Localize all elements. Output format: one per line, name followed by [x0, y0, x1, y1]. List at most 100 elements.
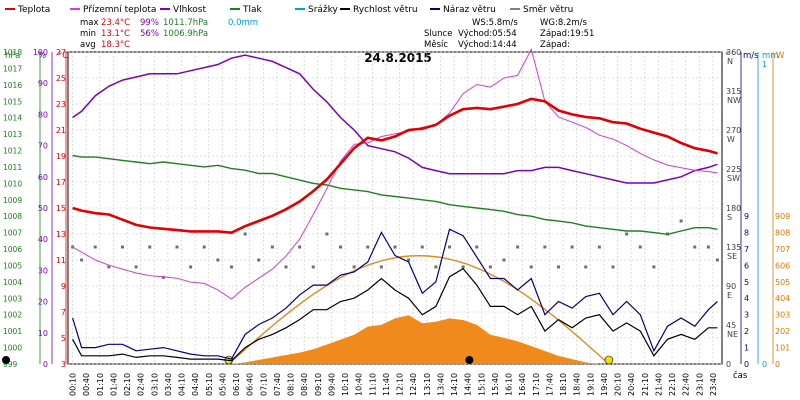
legend-label: Vlhkost [173, 5, 206, 15]
wind-direction-point [693, 245, 697, 249]
hpa-tick-label: 1004 [3, 278, 22, 287]
compass-label: S [727, 213, 732, 222]
stats-min-label: min [80, 29, 96, 39]
sun-elevation-curve [228, 254, 610, 365]
legend-label: Teplota [17, 5, 50, 15]
deg-tick-label: 135 [726, 243, 741, 252]
wind-direction-point [107, 265, 111, 269]
hpa-tick-label: 1011 [3, 163, 22, 172]
hpa-tick-label: 1001 [3, 327, 22, 336]
stats-min-temp: 13.1°C [101, 29, 130, 39]
wind-direction-point [529, 265, 533, 269]
time-tick-label: 20:10 [614, 373, 623, 396]
pct-tick-label: 10 [38, 329, 48, 338]
wind-direction-point [475, 245, 479, 249]
hpa-tick-label: 1000 [3, 344, 22, 353]
series-line-ground-temp [72, 48, 718, 300]
wind-direction-point [434, 265, 438, 269]
deg-tick-label: 45 [726, 321, 736, 330]
time-tick-label: 07:40 [273, 373, 282, 396]
hpa-tick-label: 999 [3, 360, 18, 369]
stats-min-press: 1006.9hPa [163, 29, 208, 39]
w-tick-label: 0 [775, 360, 780, 369]
wind-direction-point [284, 265, 288, 269]
legend: Teplota Přízemní teplota Vlhkost Tlak Srážky… [5, 5, 573, 15]
ms-tick-label: 6 [744, 261, 749, 270]
time-tick-label: 18:10 [559, 373, 568, 396]
time-tick-label: 07:10 [259, 373, 268, 396]
moonrise-marker [465, 356, 474, 364]
stats-max-rain: 0.0mm [228, 18, 258, 28]
legend-label: Náraz větru [443, 5, 496, 15]
series-line-wind-gust [72, 228, 718, 360]
wind-direction-point [270, 245, 274, 249]
compass-label: SW [727, 174, 740, 183]
wind-direction-point [679, 219, 683, 223]
stats-wg: WG:8.2m/s [540, 18, 588, 28]
hpa-tick-label: 1002 [3, 311, 22, 320]
time-tick-label: 17:10 [532, 373, 541, 396]
compass-label: NE [727, 330, 738, 339]
c-tick-label: 13 [56, 230, 66, 239]
stats-max-hum: 99% [140, 18, 159, 28]
pct-tick-label: 0 [43, 360, 48, 369]
pct-axis-title: % [38, 51, 46, 61]
pct-tick-label: 70 [38, 142, 48, 151]
wind-direction-point [420, 245, 424, 249]
pct-tick-label: 80 [38, 110, 48, 119]
deg-tick-label: 360 [726, 48, 741, 57]
wind-direction-point [325, 232, 329, 236]
hpa-tick-label: 1009 [3, 196, 22, 205]
time-tick-label: 08:40 [300, 373, 309, 396]
w-tick-label: 909 [775, 212, 790, 221]
wind-direction-point [706, 245, 710, 249]
time-tick-label: 19:10 [586, 373, 595, 396]
time-tick-label: 12:40 [409, 373, 418, 396]
hpa-tick-label: 1015 [3, 97, 22, 106]
wind-direction-point [216, 258, 220, 262]
wind-direction-point [488, 265, 492, 269]
ms-tick-label: 7 [744, 245, 749, 254]
time-tick-label: 10:10 [341, 373, 350, 396]
wind-direction-point [393, 245, 397, 249]
pct-tick-label: 50 [38, 204, 48, 213]
stats-moonrise: Východ:14:44 [458, 40, 517, 50]
time-tick-label: 01:10 [96, 373, 105, 396]
time-tick-label: 19:40 [600, 373, 609, 396]
time-tick-label: 15:40 [491, 373, 500, 396]
hpa-tick-label: 1016 [3, 81, 22, 90]
plot-area [2, 48, 719, 365]
hpa-tick-label: 1017 [3, 64, 22, 73]
time-tick-label: 23:40 [709, 373, 718, 396]
wind-direction-point [366, 245, 370, 249]
w-tick-label: 404 [775, 294, 790, 303]
wind-direction-point [352, 265, 356, 269]
time-tick-label: 04:10 [178, 373, 187, 396]
time-tick-label: 13:10 [423, 373, 432, 396]
hpa-tick-label: 1006 [3, 245, 22, 254]
time-tick-label: 00:40 [82, 373, 91, 396]
wind-direction-point [597, 245, 601, 249]
grid [67, 51, 723, 365]
wind-direction-point [516, 245, 520, 249]
deg-tick-label: 90 [726, 282, 736, 291]
wind-direction-point [257, 258, 261, 262]
time-tick-label: 01:40 [109, 373, 118, 396]
time-tick-label: 11:10 [368, 373, 377, 396]
time-tick-label: 09:40 [327, 373, 336, 396]
wind-direction-point [148, 245, 152, 249]
chart-title: 24.8.2015 [364, 51, 432, 65]
mm-tick-label: 0 [762, 360, 767, 369]
time-tick-label: 09:10 [314, 373, 323, 396]
time-tick-label: 03:40 [164, 373, 173, 396]
wind-direction-point [189, 265, 193, 269]
compass-label: W [727, 135, 735, 144]
legend-label: Tlak [242, 5, 263, 15]
time-tick-label: 03:10 [150, 373, 159, 396]
stats-block: max 23.4°C 99% 1011.7hPa 0.0mm min 13.1°… [80, 18, 594, 50]
moon-phase-marker [2, 356, 10, 364]
wind-direction-point [502, 258, 506, 262]
ms-tick-label: 8 [744, 228, 749, 237]
